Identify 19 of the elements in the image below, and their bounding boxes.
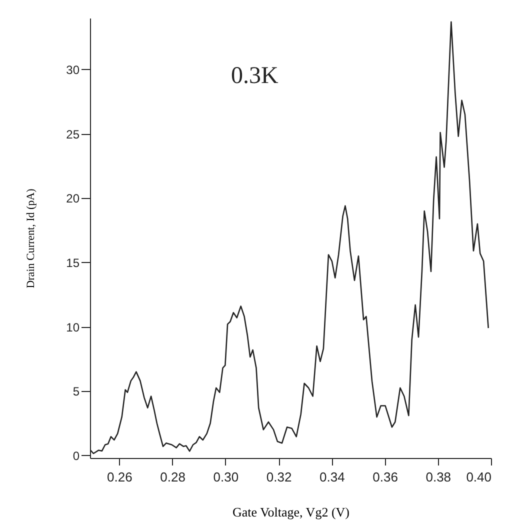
x-tick-label: 0.38 bbox=[426, 470, 452, 484]
x-tick-label: 0.40 bbox=[466, 470, 492, 484]
y-tick-label: 20 bbox=[66, 192, 80, 206]
line-series bbox=[90, 21, 489, 454]
y-tick-label: 0 bbox=[72, 448, 80, 463]
y-tick-label: 30 bbox=[66, 62, 80, 77]
y-tick-label: 10 bbox=[66, 320, 80, 334]
y-tick-label: 15 bbox=[66, 256, 80, 270]
x-tick-label: 0.28 bbox=[160, 470, 186, 484]
y-tick-label: 25 bbox=[66, 127, 80, 142]
y-axis-title: Drain Current, Id (pA) bbox=[25, 188, 38, 288]
x-tick-label: 0.26 bbox=[107, 470, 132, 484]
x-axis-title: Gate Voltage, Vg2 (V) bbox=[232, 504, 350, 520]
x-tick-label: 0.36 bbox=[372, 470, 398, 484]
x-tick-label: 0.34 bbox=[320, 470, 345, 484]
x-tick-label: 0.30 bbox=[213, 470, 239, 484]
annotation: 0.3K bbox=[231, 63, 279, 89]
x-tick-label: 0.32 bbox=[266, 470, 292, 484]
y-tick-label: 5 bbox=[72, 384, 80, 399]
